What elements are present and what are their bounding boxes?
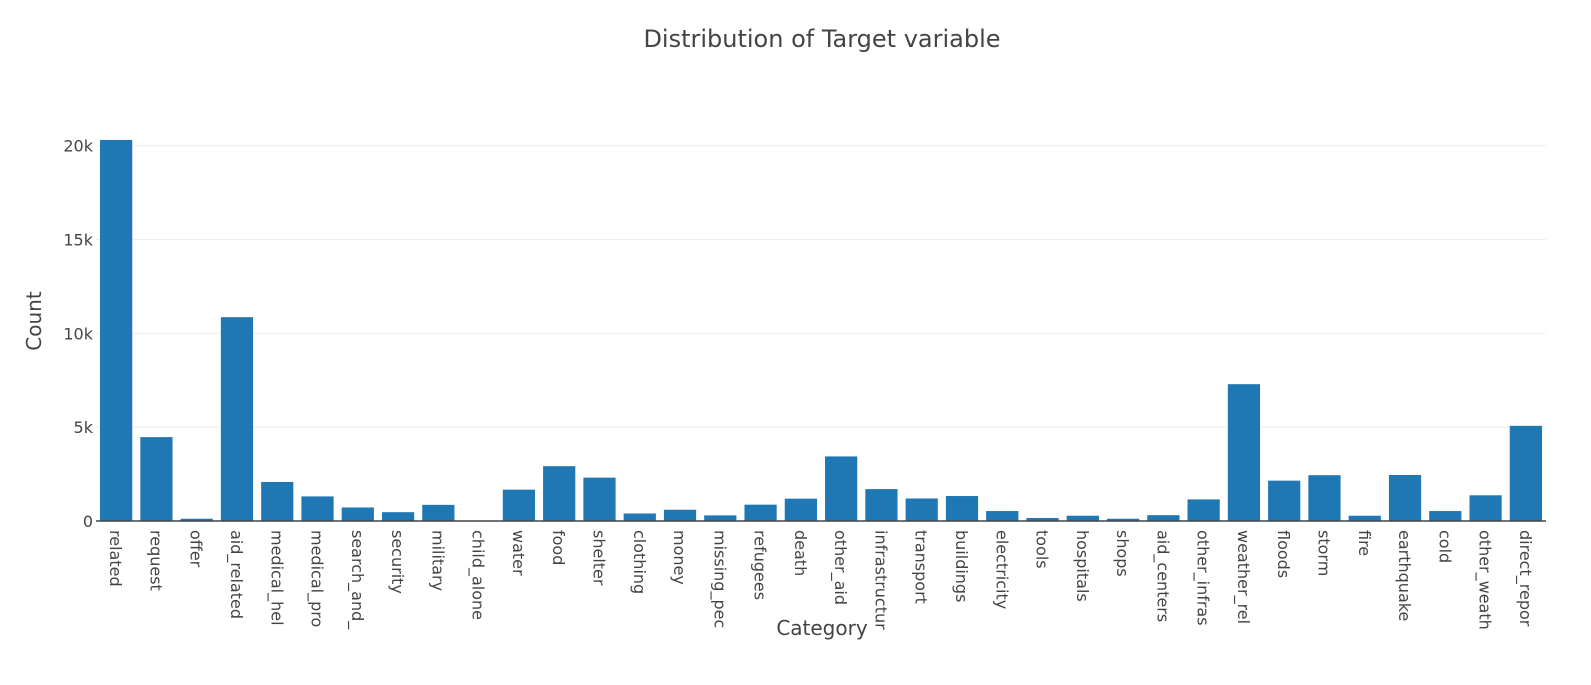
bar-other_weath[interactable] bbox=[1469, 495, 1502, 521]
x-tick-label: missing_pec bbox=[709, 530, 729, 628]
bar-death[interactable] bbox=[784, 498, 817, 521]
bar-food[interactable] bbox=[543, 466, 576, 521]
x-tick-label: death bbox=[791, 530, 810, 576]
x-tick-label: floods bbox=[1274, 530, 1293, 578]
x-tick-label: child_alone bbox=[468, 530, 488, 620]
bars bbox=[100, 140, 1542, 521]
x-tick-label: related bbox=[106, 530, 125, 587]
x-tick-label: military bbox=[428, 530, 447, 591]
x-tick-label: shops bbox=[1113, 530, 1132, 577]
x-tick-label: medical_hel bbox=[266, 530, 286, 626]
x-tick-label: search_and_ bbox=[347, 530, 367, 630]
x-tick-label: infrastructur bbox=[871, 530, 890, 630]
x-tick-label: storm bbox=[1314, 530, 1333, 576]
bar-related[interactable] bbox=[100, 140, 133, 521]
grid-lines bbox=[96, 145, 1546, 428]
x-tick-label: fire bbox=[1355, 530, 1374, 556]
bar-buildings[interactable] bbox=[945, 496, 979, 521]
y-tick-labels: 0 5k 10k 15k 20k bbox=[63, 137, 93, 531]
x-tick-label: aid_centers bbox=[1152, 530, 1172, 622]
bar-shelter[interactable] bbox=[583, 477, 616, 521]
bar-aid_centers[interactable] bbox=[1147, 515, 1180, 521]
x-tick-label: clothing bbox=[630, 530, 649, 594]
bar-money[interactable] bbox=[663, 509, 697, 521]
x-tick-labels: related request offer aid_related medical_he… bbox=[106, 530, 1535, 630]
y-tick-label: 5k bbox=[74, 418, 94, 437]
bar-other_aid[interactable] bbox=[825, 456, 858, 521]
x-tick-label: other_infras bbox=[1193, 530, 1213, 626]
x-tick-label: money bbox=[670, 530, 689, 585]
bar-aid_related[interactable] bbox=[220, 317, 254, 521]
x-tick-label: weather_rel bbox=[1233, 530, 1253, 624]
bar-infrastructur[interactable] bbox=[865, 489, 898, 521]
chart-title: Distribution of Target variable bbox=[643, 25, 1000, 53]
x-tick-label: medical_pro bbox=[307, 530, 327, 627]
x-tick-label: direct_repor bbox=[1515, 530, 1535, 627]
bar-medical_pro[interactable] bbox=[301, 496, 334, 521]
x-tick-label: shelter bbox=[589, 530, 608, 586]
x-tick-label: hospitals bbox=[1073, 530, 1092, 602]
x-tick-label: transport bbox=[912, 530, 931, 604]
bar-medical_hel[interactable] bbox=[261, 481, 294, 521]
x-tick-label: offer bbox=[187, 530, 206, 568]
bar-water[interactable] bbox=[502, 489, 536, 521]
bar-storm[interactable] bbox=[1308, 475, 1341, 521]
bar-military[interactable] bbox=[422, 504, 455, 521]
bar-tools[interactable] bbox=[1026, 517, 1059, 521]
bar-earthquake[interactable] bbox=[1388, 475, 1422, 521]
x-tick-label: refugees bbox=[751, 530, 770, 600]
bar-shops[interactable] bbox=[1106, 518, 1140, 521]
x-tick-label: earthquake bbox=[1395, 530, 1414, 621]
bar-request[interactable] bbox=[140, 437, 173, 521]
bar-transport[interactable] bbox=[905, 498, 938, 521]
bar-fire[interactable] bbox=[1348, 515, 1381, 521]
bar-electricity[interactable] bbox=[986, 511, 1019, 521]
x-tick-label: buildings bbox=[952, 530, 971, 602]
bar-weather_rel[interactable] bbox=[1227, 384, 1261, 521]
x-tick-label: aid_related bbox=[226, 530, 246, 619]
bar-security[interactable] bbox=[381, 512, 415, 521]
y-tick-label: 0 bbox=[83, 512, 93, 531]
x-axis-title: Category bbox=[776, 616, 868, 640]
x-tick-label: other_weath bbox=[1475, 530, 1495, 630]
x-tick-label: food bbox=[549, 530, 568, 565]
bar-refugees[interactable] bbox=[744, 504, 777, 521]
bar-floods[interactable] bbox=[1268, 480, 1301, 521]
x-tick-label: tools bbox=[1033, 530, 1052, 569]
bar-direct_repor[interactable] bbox=[1509, 425, 1542, 521]
bar-search_and_[interactable] bbox=[341, 507, 374, 521]
x-tick-label: electricity bbox=[992, 530, 1011, 609]
x-tick-label: water bbox=[509, 530, 528, 576]
bar-clothing[interactable] bbox=[623, 513, 656, 521]
bar-cold[interactable] bbox=[1429, 511, 1462, 521]
y-tick-label: 10k bbox=[63, 324, 93, 343]
y-tick-label: 20k bbox=[63, 137, 93, 156]
y-tick-label: 15k bbox=[63, 230, 93, 249]
bar-missing_pec[interactable] bbox=[704, 515, 737, 521]
x-tick-label: cold bbox=[1435, 530, 1454, 563]
bar-hospitals[interactable] bbox=[1066, 515, 1099, 521]
bar-other_infras[interactable] bbox=[1187, 499, 1220, 521]
x-tick-label: request bbox=[146, 530, 165, 591]
x-tick-label: other_aid bbox=[830, 530, 850, 605]
y-axis-title: Count bbox=[22, 291, 46, 351]
x-tick-label: security bbox=[388, 530, 407, 594]
bar-offer[interactable] bbox=[180, 518, 213, 521]
